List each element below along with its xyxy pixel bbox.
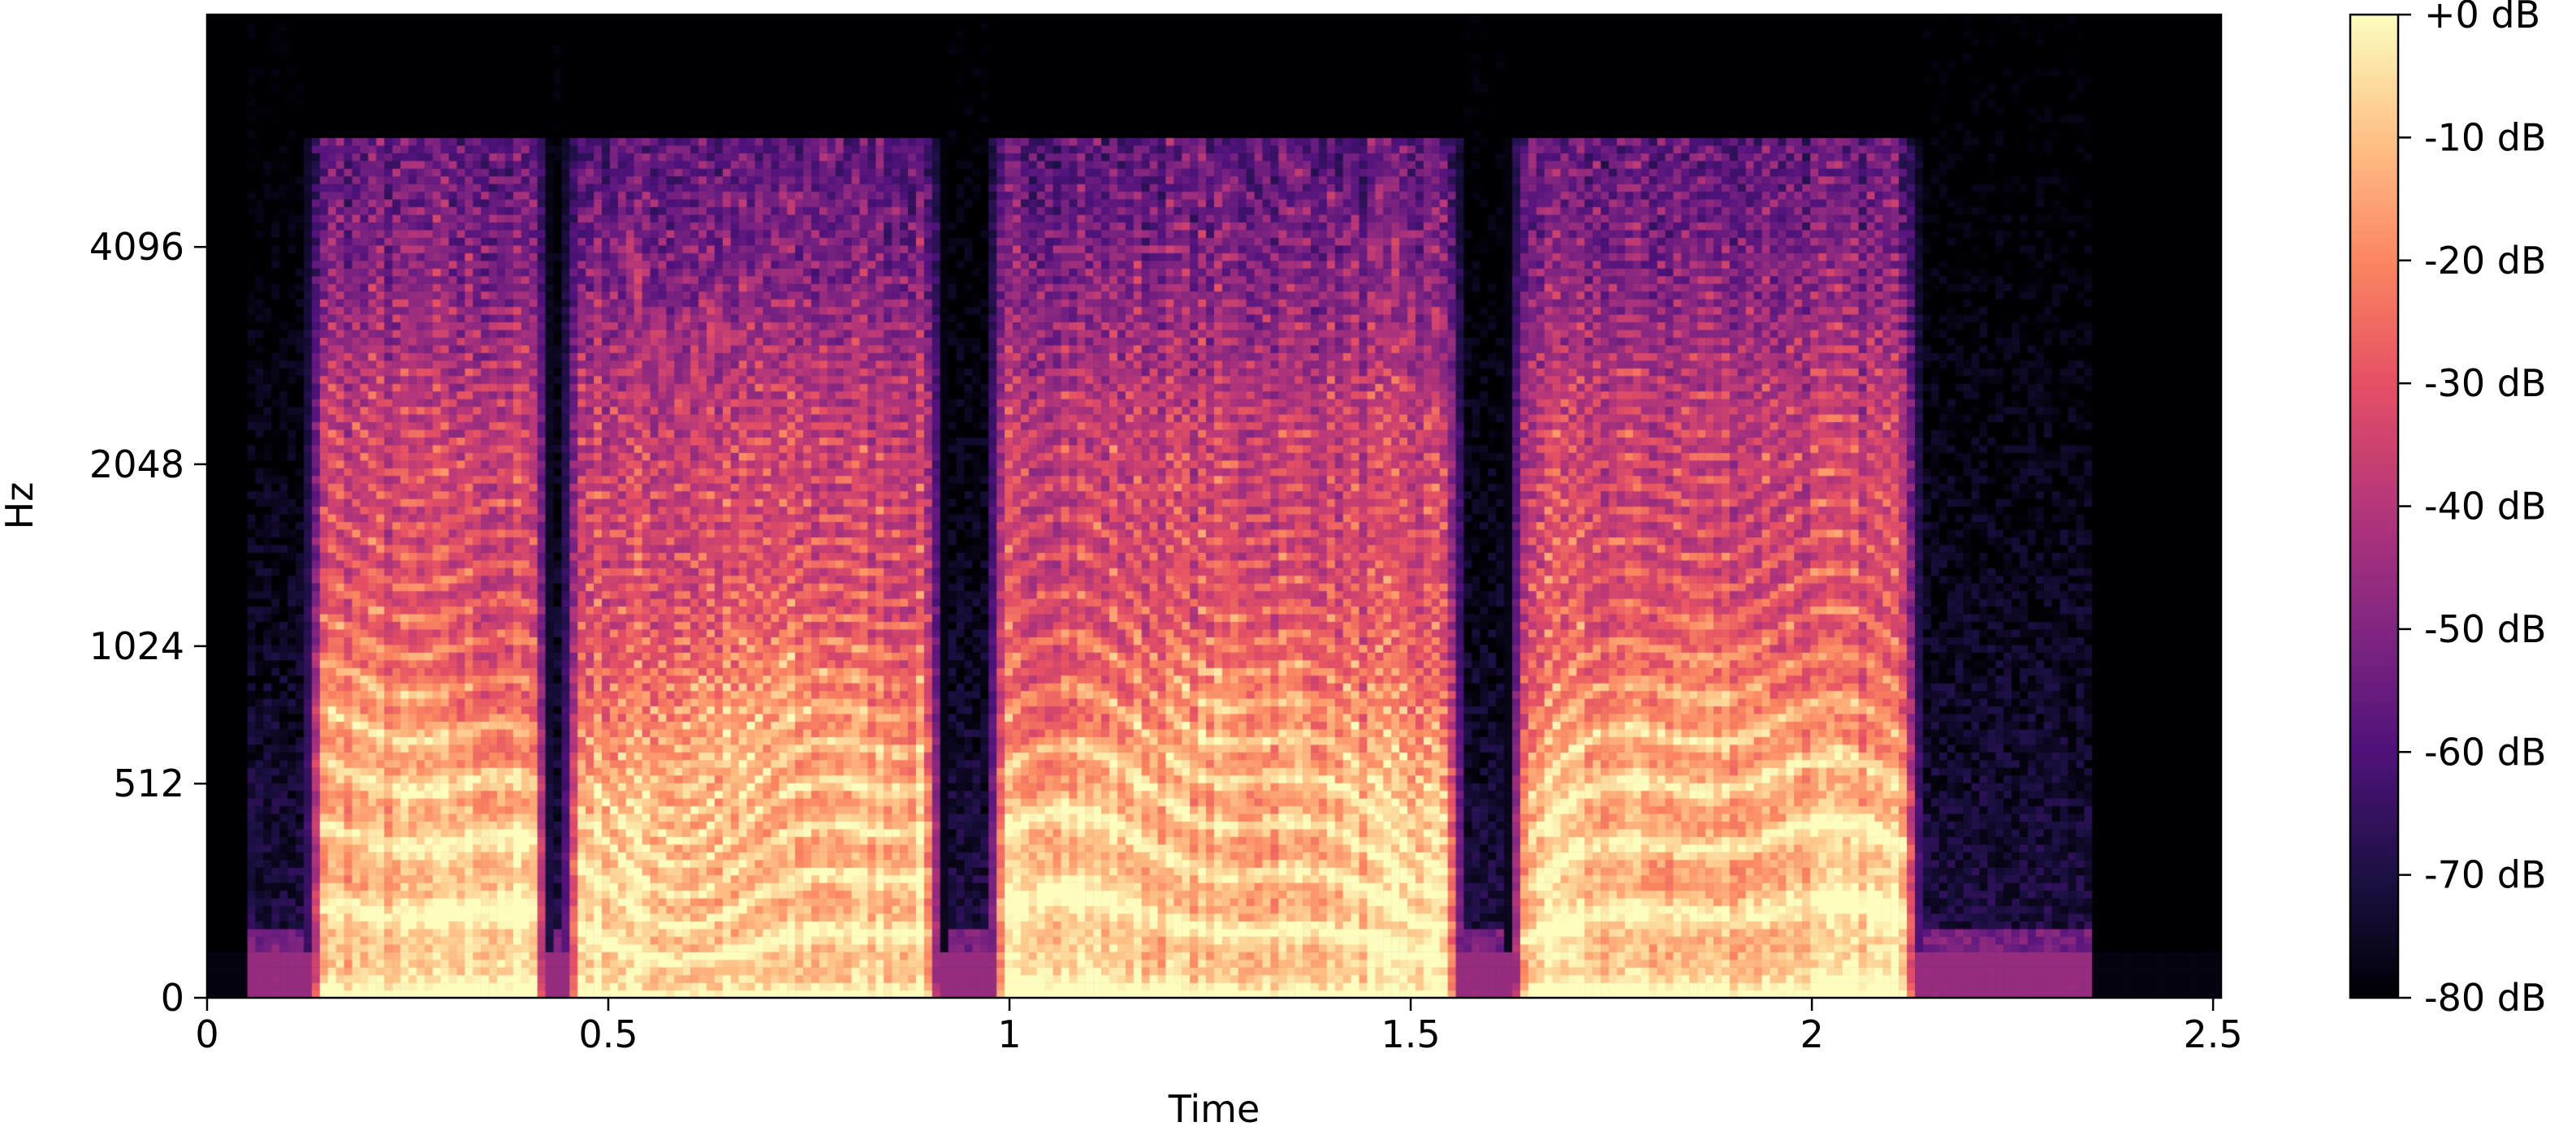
spectrogram-plot-area	[207, 15, 2221, 998]
colorbar-tick-label: -40 dB	[2424, 485, 2547, 529]
x-tick-label: 1.5	[1381, 1012, 1440, 1056]
plot-frame	[205, 13, 2223, 999]
y-tick-label: 512	[113, 762, 184, 805]
y-tick-label: 4096	[89, 225, 184, 269]
x-tick-label: 2.5	[2184, 1012, 2243, 1056]
x-tick-label: 0	[195, 1012, 218, 1056]
colorbar-tick-label: -80 dB	[2424, 976, 2547, 1020]
y-tick-label: 2048	[89, 442, 184, 486]
x-tick-label: 2	[1800, 1012, 1823, 1056]
x-axis: 0 0.5 1 1.5 2 2.5	[195, 998, 2243, 1056]
colorbar-tick-label: -20 dB	[2424, 239, 2547, 283]
y-tick-label: 1024	[89, 624, 184, 668]
colorbar-gradient	[2349, 13, 2400, 999]
colorbar-tick-label: -60 dB	[2424, 730, 2547, 774]
y-axis: 0 512 1024 2048 4096	[89, 225, 207, 1020]
colorbar-tick-label: -50 dB	[2424, 607, 2547, 651]
colorbar-tick-label: -10 dB	[2424, 115, 2547, 159]
colorbar-ticks: +0 dB -10 dB -20 dB -30 dB -40 dB -50 dB -60 d…	[2398, 0, 2547, 1020]
x-tick-label: 1	[997, 1012, 1021, 1056]
y-axis-label: Hz	[0, 482, 41, 530]
x-axis-label: Time	[1168, 1087, 1260, 1131]
y-tick-label: 0	[161, 976, 184, 1020]
colorbar-tick-label: -30 dB	[2424, 361, 2547, 405]
colorbar: +0 dB -10 dB -20 dB -30 dB -40 dB -50 dB -60 d…	[2349, 0, 2547, 1020]
colorbar-tick-label: -70 dB	[2424, 853, 2547, 897]
spectrogram-image	[207, 15, 2221, 998]
x-tick-label: 0.5	[578, 1012, 638, 1056]
colorbar-tick-label: +0 dB	[2424, 0, 2540, 37]
